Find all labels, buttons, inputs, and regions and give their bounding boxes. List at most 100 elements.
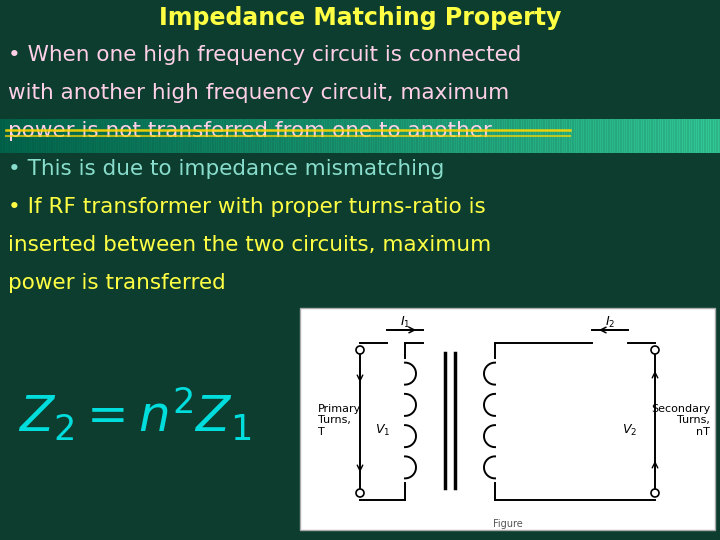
Bar xyxy=(511,119,515,153)
Bar xyxy=(315,119,318,153)
Bar xyxy=(446,119,450,153)
Bar xyxy=(619,119,623,153)
Bar xyxy=(686,119,690,153)
Bar xyxy=(405,119,409,153)
Bar xyxy=(585,119,589,153)
Bar xyxy=(588,119,591,153)
Bar xyxy=(192,119,195,153)
Bar xyxy=(245,119,248,153)
Text: $V_1$: $V_1$ xyxy=(375,423,390,438)
Bar xyxy=(48,119,51,153)
Bar xyxy=(691,119,695,153)
Bar xyxy=(372,119,375,153)
Bar xyxy=(706,119,709,153)
Bar xyxy=(441,119,445,153)
Bar xyxy=(74,119,78,153)
Text: • This is due to impedance mismatching: • This is due to impedance mismatching xyxy=(8,159,444,179)
Bar xyxy=(490,119,493,153)
Text: $Z_2 = n^2 Z_1$: $Z_2 = n^2 Z_1$ xyxy=(18,387,251,443)
Bar xyxy=(557,119,560,153)
Bar xyxy=(552,119,555,153)
Bar xyxy=(516,119,519,153)
Bar xyxy=(182,119,186,153)
Bar xyxy=(209,119,212,153)
Bar xyxy=(665,119,668,153)
Bar xyxy=(346,119,349,153)
Bar xyxy=(127,119,130,153)
Bar xyxy=(132,119,135,153)
Bar xyxy=(391,119,395,153)
Circle shape xyxy=(651,346,659,354)
Bar xyxy=(610,119,613,153)
Bar xyxy=(454,119,457,153)
Bar xyxy=(300,119,303,153)
Bar xyxy=(475,119,479,153)
Bar xyxy=(410,119,414,153)
Bar xyxy=(629,119,632,153)
Bar xyxy=(211,119,215,153)
Bar xyxy=(636,119,639,153)
Bar xyxy=(531,119,534,153)
Bar xyxy=(235,119,238,153)
Bar xyxy=(641,119,644,153)
Bar xyxy=(254,119,258,153)
Bar xyxy=(29,119,32,153)
Bar xyxy=(646,119,649,153)
Bar xyxy=(86,119,90,153)
Bar xyxy=(2,119,6,153)
Bar xyxy=(643,119,647,153)
Bar xyxy=(648,119,652,153)
Bar xyxy=(353,119,356,153)
Bar xyxy=(449,119,452,153)
Text: $I_1$: $I_1$ xyxy=(400,314,410,329)
Bar xyxy=(187,119,191,153)
Bar xyxy=(430,119,433,153)
Bar xyxy=(261,119,265,153)
Bar xyxy=(113,119,116,153)
Bar xyxy=(427,119,431,153)
Bar xyxy=(199,119,202,153)
Bar xyxy=(290,119,294,153)
Bar xyxy=(670,119,673,153)
Bar xyxy=(480,119,483,153)
Bar xyxy=(439,119,443,153)
Bar xyxy=(223,119,227,153)
Bar xyxy=(477,119,481,153)
Bar xyxy=(540,119,544,153)
Bar xyxy=(22,119,25,153)
Bar xyxy=(614,119,618,153)
Bar xyxy=(326,119,330,153)
Bar xyxy=(578,119,582,153)
Bar xyxy=(38,119,42,153)
Bar xyxy=(276,119,279,153)
Bar xyxy=(432,119,436,153)
Bar xyxy=(533,119,536,153)
Bar xyxy=(605,119,608,153)
Text: $I_2$: $I_2$ xyxy=(605,314,615,329)
Bar xyxy=(173,119,176,153)
Bar xyxy=(158,119,162,153)
Bar xyxy=(221,119,224,153)
Bar xyxy=(567,119,570,153)
Bar xyxy=(283,119,287,153)
Bar xyxy=(293,119,296,153)
Bar xyxy=(161,119,164,153)
Bar xyxy=(43,119,47,153)
Text: Primary
Turns,
T: Primary Turns, T xyxy=(318,404,361,437)
Bar xyxy=(202,119,205,153)
Bar xyxy=(487,119,490,153)
Bar xyxy=(288,119,292,153)
Bar xyxy=(247,119,251,153)
Bar xyxy=(657,119,661,153)
Bar xyxy=(593,119,596,153)
Bar xyxy=(12,119,15,153)
Bar xyxy=(564,119,567,153)
Bar xyxy=(456,119,459,153)
Bar xyxy=(495,119,498,153)
Bar xyxy=(130,119,133,153)
Bar xyxy=(677,119,680,153)
Bar xyxy=(271,119,274,153)
Bar xyxy=(398,119,402,153)
Bar xyxy=(101,119,104,153)
Bar xyxy=(502,119,505,153)
